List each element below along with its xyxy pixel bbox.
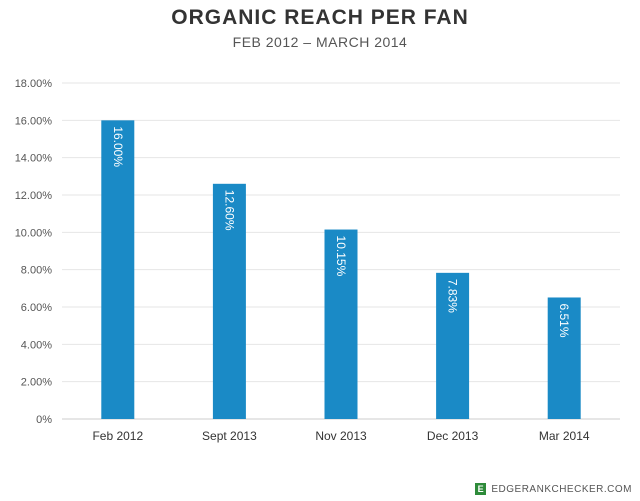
gridlines	[62, 82, 620, 420]
x-tick-label: Dec 2013	[427, 429, 479, 443]
bar	[436, 272, 470, 419]
chart-subtitle: FEB 2012 – MARCH 2014	[232, 34, 408, 50]
x-axis-ticks: Feb 2012 Sept 2013 Nov 2013 Dec 2013 Mar 201…	[92, 429, 589, 443]
bar	[324, 229, 358, 419]
brand-text: EDGERANKCHECKER.COM	[491, 483, 632, 495]
y-tick-label: 16.00%	[15, 115, 53, 127]
x-tick-label: Sept 2013	[202, 429, 257, 443]
y-axis-ticks: 0% 2.00% 4.00% 6.00% 8.00% 10.00% 12.00% 14.00%…	[15, 78, 53, 426]
y-tick-label: 10.00%	[15, 227, 53, 239]
chart-title: ORGANIC REACH PER FAN	[171, 6, 469, 29]
y-tick-label: 14.00%	[15, 153, 53, 165]
bar	[547, 297, 581, 419]
bar	[101, 120, 135, 419]
bar-data-label: 7.83%	[446, 279, 460, 313]
y-tick-label: 4.00%	[21, 339, 52, 351]
y-tick-label: 8.00%	[21, 265, 52, 277]
data-labels: 16.00% 12.60% 10.15% 7.83% 6.51%	[111, 126, 571, 338]
bar	[212, 183, 246, 419]
x-tick-label: Feb 2012	[92, 429, 143, 443]
x-tick-label: Mar 2014	[539, 429, 590, 443]
bar-data-label: 12.60%	[222, 190, 236, 231]
y-tick-label: 6.00%	[21, 302, 52, 314]
bar-data-label: 10.15%	[334, 236, 348, 277]
bar-data-label: 16.00%	[111, 126, 125, 167]
bars	[101, 120, 581, 419]
y-tick-label: 12.00%	[15, 190, 53, 202]
brand-footer: E EDGERANKCHECKER.COM	[475, 483, 632, 495]
y-tick-label: 0%	[36, 414, 52, 426]
x-tick-label: Nov 2013	[315, 429, 367, 443]
y-tick-label: 18.00%	[15, 78, 53, 90]
y-tick-label: 2.00%	[21, 377, 52, 389]
bar-data-label: 6.51%	[557, 303, 571, 337]
brand-logo-icon: E	[475, 483, 487, 495]
